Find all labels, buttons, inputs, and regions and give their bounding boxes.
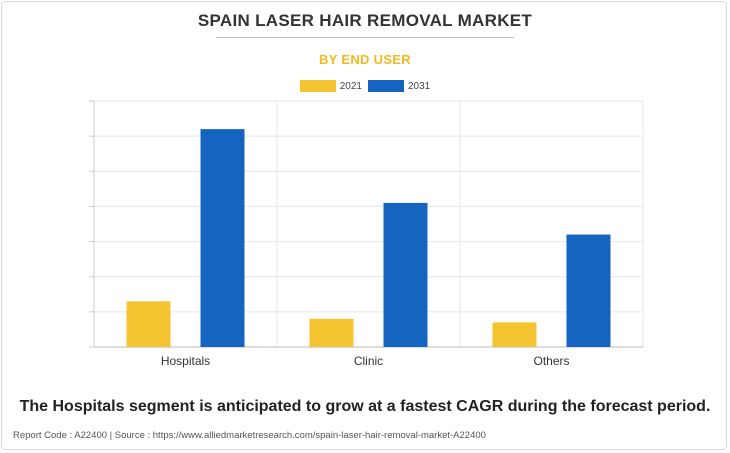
legend-swatch-2021 xyxy=(299,80,336,92)
chart-footnote: The Hospitals segment is anticipated to … xyxy=(19,398,711,415)
chart-legend: 2021 2031 xyxy=(0,80,730,92)
report-source-line: Report Code : A22400 | Source : https://… xyxy=(13,430,486,441)
x-tick-label-others: Others xyxy=(533,354,569,368)
x-tick-label-clinic: Clinic xyxy=(354,354,383,368)
legend-label-2021: 2021 xyxy=(339,80,362,92)
bar-2031-hospitals xyxy=(200,129,245,347)
legend-label-2031: 2031 xyxy=(408,80,431,92)
bar-2031-others xyxy=(566,234,611,347)
bar-2031-clinic xyxy=(383,202,428,347)
legend-item-2031[interactable]: 2031 xyxy=(368,80,430,92)
bar-2021-clinic xyxy=(309,318,354,347)
chart-title: SPAIN LASER HAIR REMOVAL MARKET xyxy=(197,11,533,30)
legend-swatch-2031 xyxy=(368,80,404,92)
bar-2021-hospitals xyxy=(126,301,171,347)
chart-subtitle: BY END USER xyxy=(319,52,411,67)
legend-item-2021[interactable]: 2021 xyxy=(299,80,362,92)
x-tick-label-hospitals: Hospitals xyxy=(161,354,210,368)
bar-2021-others xyxy=(492,322,537,347)
title-divider xyxy=(216,37,514,38)
